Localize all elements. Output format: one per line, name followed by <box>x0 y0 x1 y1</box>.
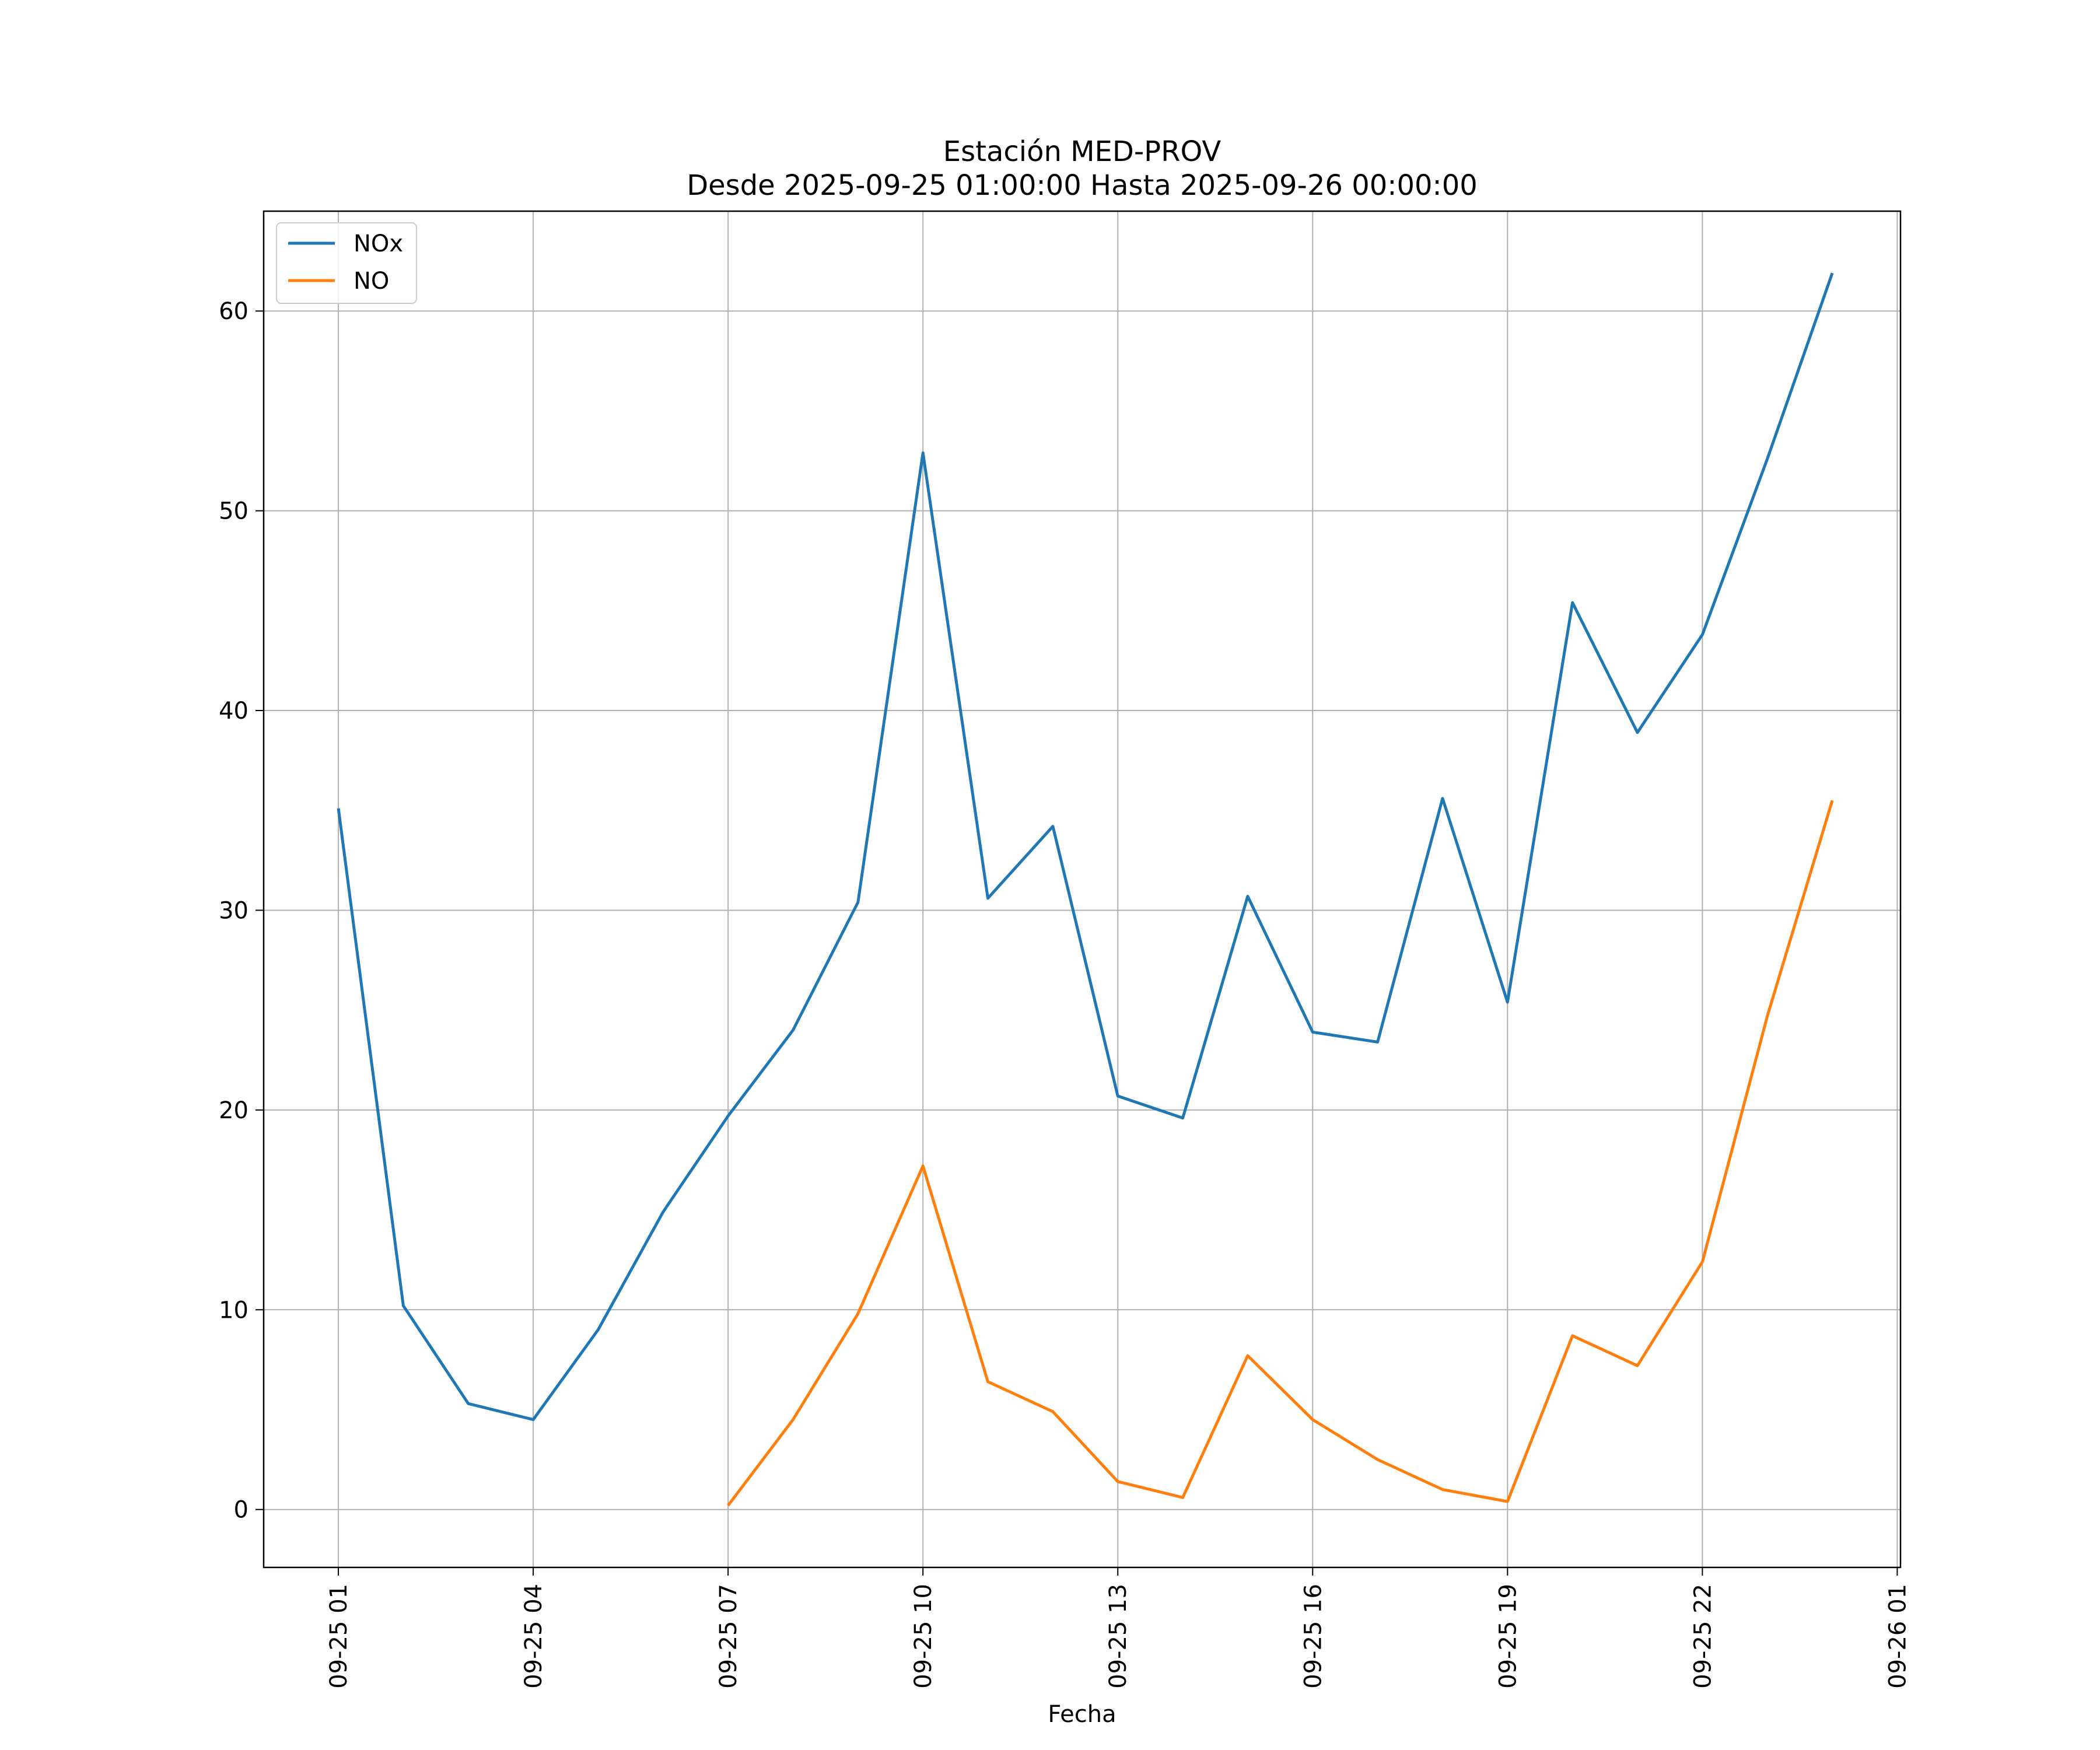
x-tick-label: 09-26 01 <box>1884 1584 1911 1689</box>
legend-label-nox: NOx <box>354 230 403 257</box>
x-tick-label: 09-25 22 <box>1689 1584 1716 1689</box>
y-tick-label: 30 <box>219 897 249 924</box>
legend: NOx NO <box>276 222 417 304</box>
legend-label-no: NO <box>354 268 389 295</box>
plot-frame <box>262 210 1902 1569</box>
y-tick-label: 60 <box>219 298 249 325</box>
chart-title-line2: Desde 2025-09-25 01:00:00 Hasta 2025-09-… <box>687 169 1478 202</box>
x-tick-label: 09-25 16 <box>1300 1584 1326 1689</box>
x-tick-label: 09-25 13 <box>1105 1584 1132 1689</box>
x-tick-label: 09-25 07 <box>715 1584 742 1689</box>
y-tick-label: 0 <box>234 1497 249 1524</box>
series-line-nox <box>337 272 1834 1422</box>
y-tick-label: 10 <box>219 1297 249 1324</box>
chart-title-line1: Estación MED-PROV <box>943 135 1222 168</box>
ticks: 09-25 01 09-25 04 09-25 07 09-25 10 09-25 13… <box>219 298 1911 1689</box>
y-tick-label: 40 <box>219 698 249 724</box>
y-tick-label: 50 <box>219 498 249 525</box>
grid <box>264 211 1901 1567</box>
x-tick-label: 09-25 01 <box>326 1584 352 1689</box>
x-tick-label: 09-25 04 <box>520 1584 547 1689</box>
series-line-no <box>727 800 1834 1507</box>
series-lines <box>337 272 1834 1507</box>
x-axis-label: Fecha <box>1048 1701 1116 1728</box>
y-tick-label: 20 <box>219 1097 249 1124</box>
x-tick-label: 09-25 19 <box>1494 1584 1521 1689</box>
x-tick-label: 09-25 10 <box>910 1584 937 1689</box>
